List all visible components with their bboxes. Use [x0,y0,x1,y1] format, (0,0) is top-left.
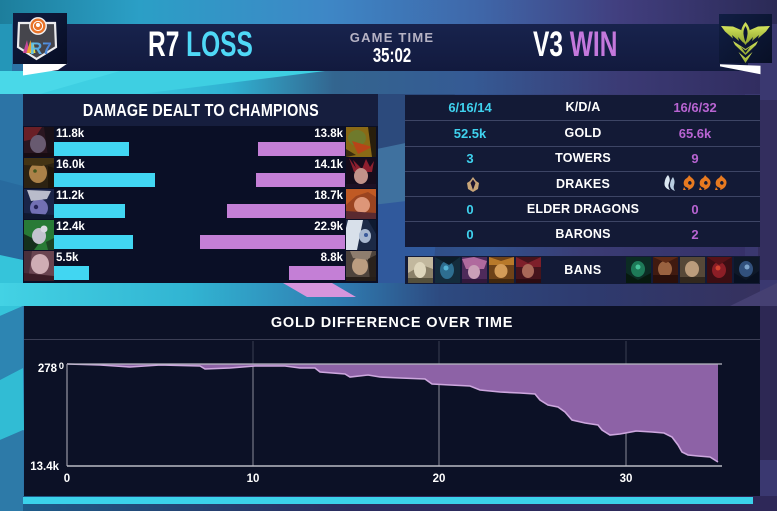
svg-text:0: 0 [64,473,70,485]
svg-text:10: 10 [247,473,260,485]
svg-text:13.4k: 13.4k [30,461,59,473]
svg-text:20: 20 [433,473,446,485]
svg-text:30: 30 [620,473,633,485]
svg-text:R7: R7 [30,39,52,58]
svg-text:278: 278 [38,363,58,375]
svg-text:0: 0 [59,361,64,372]
